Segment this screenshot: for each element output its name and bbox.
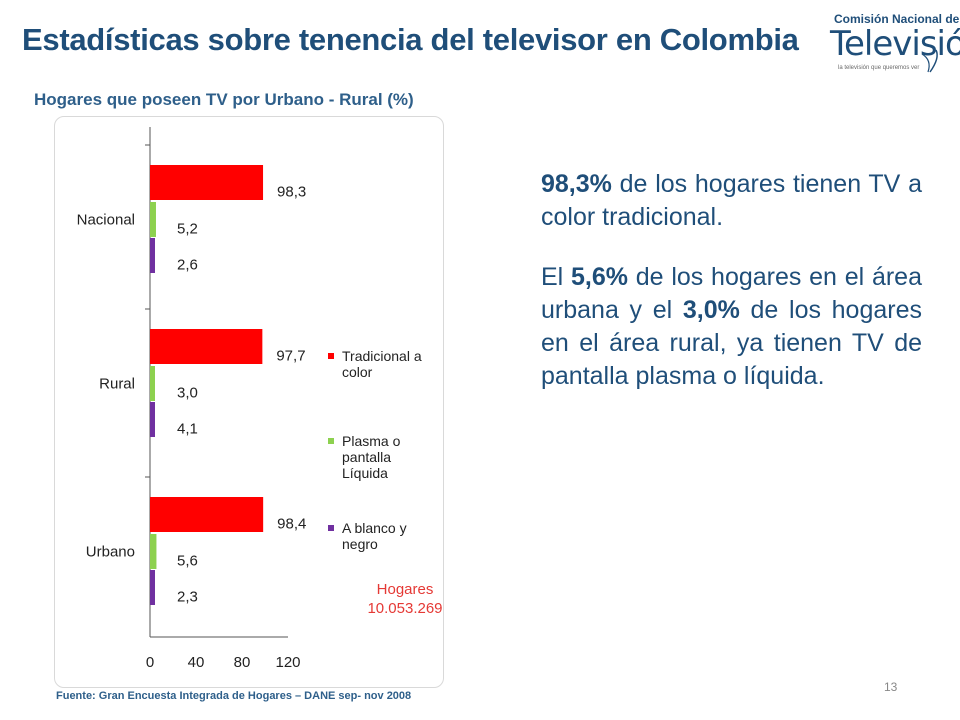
page-number: 13: [884, 680, 898, 694]
data-label: 2,3: [177, 589, 198, 606]
highlight-value: 5,6%: [571, 263, 628, 291]
households-note-value: 10.053.269: [367, 600, 443, 617]
paragraph-text: de los hogares en el área rural, ya tien…: [541, 296, 923, 390]
paragraph-text: de los hogares en el área urbana y el: [541, 263, 922, 324]
data-label: 98,4: [277, 516, 306, 533]
summary-paragraph-2: El 5,6% de los hogares en el área urbana…: [541, 261, 922, 393]
data-label: 5,2: [177, 221, 198, 238]
data-label: 98,3: [277, 184, 306, 201]
legend-label: Tradicional a color: [342, 348, 422, 380]
paragraph-text: de los hogares tienen TV a color tradici…: [541, 170, 922, 231]
summary-text: 98,3% de los hogares tienen TV a color t…: [541, 168, 922, 420]
x-tick-label: 40: [188, 654, 205, 671]
bar-rural-2: [150, 402, 155, 437]
page-title: Estadísticas sobre tenencia del televiso…: [22, 22, 799, 57]
legend-label: A blanco y negro: [342, 520, 407, 552]
bar-nacional-2: [150, 238, 155, 273]
highlight-value: 3,0%: [682, 296, 740, 324]
bar-rural-1: [150, 366, 155, 401]
summary-paragraph-1: 98,3% de los hogares tienen TV a color t…: [541, 168, 922, 234]
households-note-label: Hogares: [376, 581, 434, 598]
bar-urbano-0: [150, 497, 264, 532]
category-label: Rural: [99, 376, 135, 393]
bar-chart: 0 40 80 120 98,3 5,2 2,6 Nacional 97,7 3,0 4,1 Rura…: [77, 127, 306, 671]
category-label: Nacional: [77, 212, 135, 229]
source-note: Fuente: Gran Encuesta Integrada de Hogar…: [56, 690, 412, 702]
x-tick-label: 0: [146, 654, 154, 671]
bar-urbano-2: [150, 570, 155, 605]
bar-nacional-0: [150, 165, 264, 200]
legend-swatch-red: [328, 353, 334, 359]
data-label: 2,6: [177, 257, 198, 274]
chart-panel: 0 40 80 120 98,3 5,2 2,6 Nacional 97,7 3,0 4,1 Rura…: [54, 116, 444, 688]
category-label: Urbano: [86, 544, 135, 561]
data-label: 97,7: [276, 348, 305, 365]
households-note: Hogares 10.053.269: [360, 580, 450, 618]
logo-tagline: la televisión que queremos ver: [838, 65, 920, 71]
legend-swatch-purple: [328, 525, 334, 531]
logo-top-text: Comisión Nacional de: [834, 12, 960, 26]
bar-rural-0: [150, 329, 263, 364]
x-tick-label: 80: [234, 654, 251, 671]
bar-urbano-1: [150, 534, 157, 569]
highlight-value: 98,3%: [541, 170, 612, 198]
legend-swatch-green: [328, 438, 334, 444]
logo-swoosh-icon: [921, 49, 938, 73]
legend-label: Plasma o pantalla Líquida: [342, 433, 401, 481]
chart-subtitle: Hogares que poseen TV por Urbano - Rural…: [34, 90, 414, 109]
cntv-logo: Comisión Nacional de Televisión la telev…: [826, 10, 960, 80]
x-tick-label: 120: [275, 654, 300, 671]
paragraph-text: El: [541, 263, 571, 291]
bar-nacional-1: [150, 202, 156, 237]
data-label: 3,0: [177, 385, 198, 402]
data-label: 4,1: [177, 421, 198, 438]
data-label: 5,6: [177, 553, 198, 570]
logo-main-text: Televisión: [830, 24, 960, 64]
